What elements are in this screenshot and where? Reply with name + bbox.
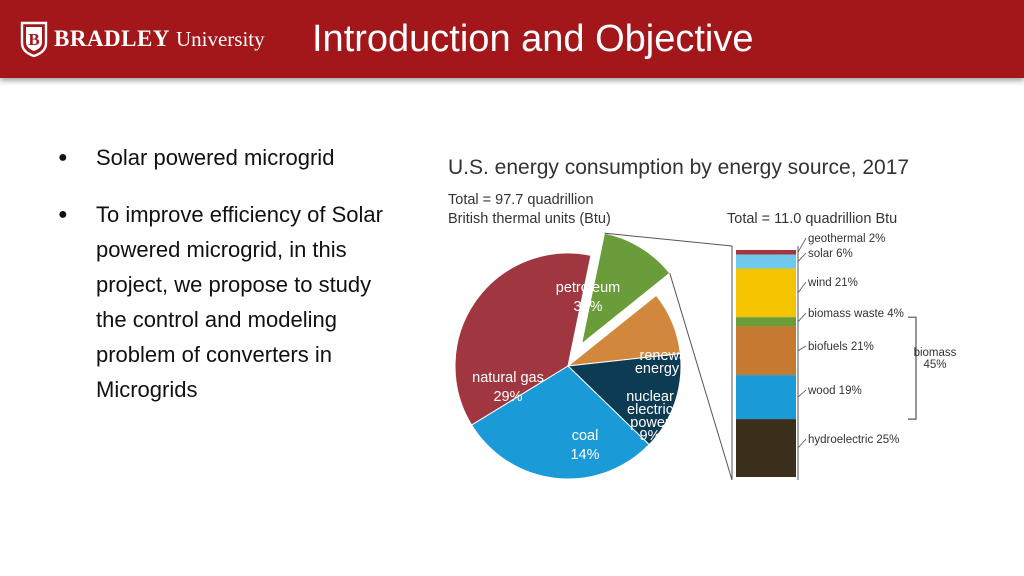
bar-segment-solar bbox=[736, 254, 796, 269]
bar-total-label: Total = 11.0 quadrillion Btu bbox=[727, 211, 897, 227]
pie-slice-natural-gas bbox=[470, 365, 650, 480]
energy-chart: U.S. energy consumption by energy source… bbox=[448, 156, 957, 481]
logo-brand: BRADLEY bbox=[54, 26, 170, 51]
pie-label-coal: coal 14% bbox=[570, 428, 599, 463]
slide-title: Introduction and Objective bbox=[312, 18, 754, 60]
connector-line-top bbox=[604, 232, 733, 247]
bar-label-geothermal: geothermal 2% bbox=[808, 233, 885, 245]
pie-label-nuclear-electric-power: nuclear electric power 9% bbox=[626, 389, 674, 444]
bullet-item: ● To improve efficiency of Solar powered … bbox=[58, 197, 398, 407]
bar-label-biomass-waste: biomass waste 4% bbox=[808, 308, 904, 320]
biomass-group-label: biomass 45% bbox=[914, 347, 957, 371]
bar-label-hydroelectric: hydroelectric 25% bbox=[808, 434, 899, 446]
pie-total-label: Total = 97.7 quadrillion British thermal … bbox=[448, 192, 611, 227]
pie-label-renewable-energy: renewable energy 11% bbox=[635, 348, 711, 377]
chart-title: U.S. energy consumption by energy source… bbox=[448, 156, 909, 179]
pie-label-natural-gas: natural gas 29% bbox=[472, 370, 544, 405]
pie-slice-petroleum bbox=[454, 252, 592, 426]
bullet-item: ● Solar powered microgrid bbox=[58, 140, 398, 175]
bullet-list: ● Solar powered microgrid ● To improve eff… bbox=[58, 140, 398, 429]
pie-group: petroleum 37% renewable energy 11% nuclear el… bbox=[454, 232, 711, 480]
logo-sub: University bbox=[175, 27, 265, 51]
energy-chart-figure: U.S. energy consumption by energy source… bbox=[440, 140, 1010, 490]
bullet-dot-icon: ● bbox=[58, 206, 68, 223]
bar-segment-biomass-waste bbox=[736, 317, 796, 327]
bar-segment-biofuels bbox=[736, 326, 796, 376]
bar-segment-wood bbox=[736, 375, 796, 420]
bullet-text: Solar powered microgrid bbox=[96, 145, 335, 170]
bullet-dot-icon: ● bbox=[58, 149, 68, 166]
biomass-bracket bbox=[908, 316, 917, 420]
bradley-logo: B BRADLEY University bbox=[20, 20, 265, 58]
pie-slice-coal bbox=[566, 353, 682, 446]
pie-label-petroleum: petroleum 37% bbox=[556, 280, 620, 315]
bar-label-wind: wind 21% bbox=[807, 277, 858, 289]
bar-segment-hydroelectric bbox=[736, 419, 796, 477]
stacked-bar-group: geothermal 2% solar 6% wind 21% biomass was… bbox=[604, 232, 957, 481]
bar-label-solar: solar 6% bbox=[808, 248, 853, 260]
bar-label-biofuels: biofuels 21% bbox=[808, 341, 874, 353]
bar-segment-wind bbox=[736, 268, 796, 318]
bullet-text: To improve efficiency of Solar powered m… bbox=[96, 202, 383, 402]
shield-icon: B bbox=[20, 21, 48, 57]
bar-label-wood: wood 19% bbox=[807, 385, 862, 397]
svg-text:B: B bbox=[28, 30, 39, 49]
slide-header: B BRADLEY University Introduction and Obj… bbox=[0, 0, 1024, 78]
bar-segment-geothermal bbox=[736, 250, 796, 255]
connector-line-bottom bbox=[669, 273, 733, 481]
